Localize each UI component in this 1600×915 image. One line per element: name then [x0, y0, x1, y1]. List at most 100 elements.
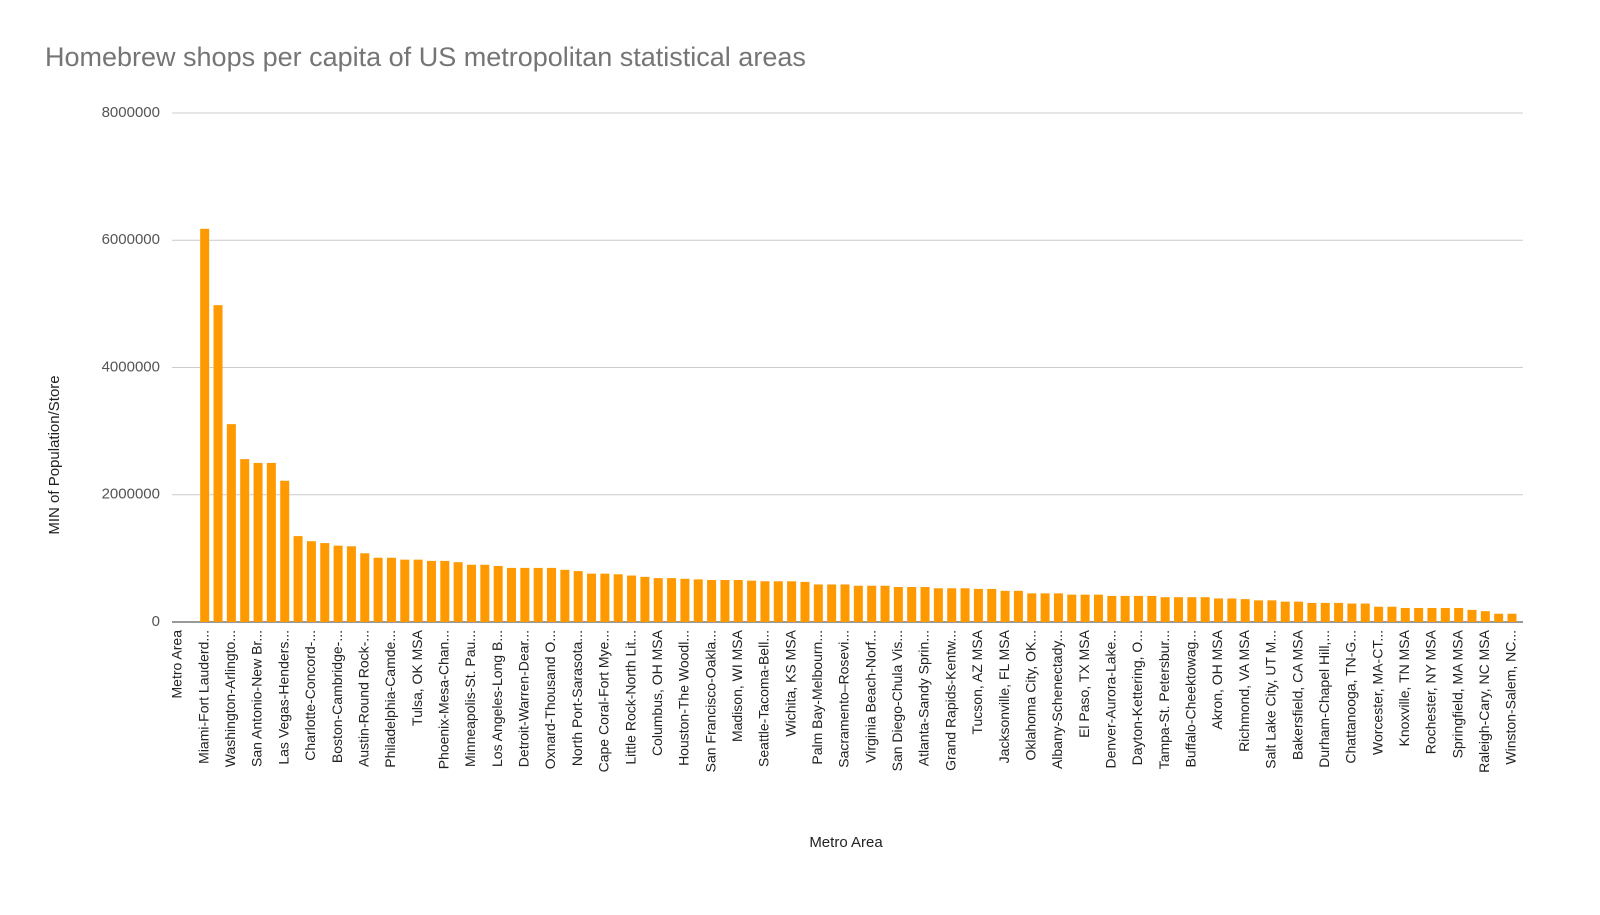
bar: [293, 536, 303, 622]
x-tick-label: Rochester, NY MSA: [1423, 629, 1439, 754]
bar: [1494, 613, 1504, 622]
bar: [1187, 597, 1197, 622]
bar: [1174, 597, 1183, 622]
bar: [1053, 593, 1063, 622]
bar: [1507, 613, 1517, 622]
bar: [947, 588, 957, 622]
x-tick-label: Houston-The Woodl...: [676, 630, 692, 766]
bar: [987, 588, 997, 622]
bar: [426, 560, 436, 622]
bar: [1467, 609, 1477, 622]
bar: [680, 578, 690, 622]
x-tick-label: Springfield, MA MSA: [1449, 629, 1465, 758]
x-axis-title: Metro Area: [809, 834, 883, 851]
y-axis-title: MIN of Population/Store: [46, 375, 63, 534]
x-tick-label: Little Rock-North Lit...: [622, 630, 638, 765]
bar: [333, 545, 343, 622]
x-tick-label: Wichita, KS MSA: [782, 629, 798, 736]
bar: [893, 587, 903, 622]
x-tick-label: Richmond, VA MSA: [1236, 629, 1252, 752]
bar: [973, 588, 983, 622]
x-tick-label: Winston-Salem, NC...: [1503, 630, 1519, 765]
x-tick-label: Austin-Round Rock-...: [355, 630, 371, 767]
bar: [907, 587, 917, 622]
x-tick-label: Tucson, AZ MSA: [969, 629, 985, 734]
x-tick-label: Jacksonville, FL MSA: [996, 629, 1012, 763]
bar: [747, 580, 757, 622]
bar: [733, 580, 743, 622]
bar: [867, 585, 877, 622]
bar: [1147, 595, 1157, 622]
x-tick-label: Columbus, OH MSA: [649, 629, 665, 756]
bar: [280, 480, 290, 622]
bar: [1067, 594, 1077, 622]
bar: [1414, 608, 1424, 622]
bar: [1427, 608, 1437, 622]
bar: [840, 584, 850, 622]
bar: [1027, 593, 1037, 622]
bar: [200, 228, 210, 623]
bar: [813, 584, 823, 622]
bar: [1227, 598, 1237, 622]
bar: [1040, 593, 1050, 622]
bar: [787, 581, 797, 622]
bar: [880, 585, 890, 622]
bar: [507, 567, 516, 622]
bar: [547, 567, 557, 622]
bar: [1347, 603, 1357, 622]
bar: [1280, 601, 1290, 622]
bar: [920, 587, 930, 622]
x-tick-label: Phoenix-Mesa-Chan...: [436, 630, 452, 769]
chart-title: Homebrew shops per capita of US metropol…: [45, 42, 806, 72]
bar: [320, 543, 330, 622]
bar: [933, 588, 943, 622]
bar: [213, 305, 223, 622]
bar: [960, 588, 970, 622]
x-tick-label: Boston-Cambridge-...: [329, 630, 345, 763]
bar: [440, 560, 450, 622]
bar: [773, 581, 783, 622]
x-tick-label: Dayton-Kettering, O...: [1129, 630, 1145, 765]
x-tick-label: Sacramento–Rosevi...: [836, 630, 852, 768]
bar: [1080, 594, 1090, 622]
bar: [707, 580, 717, 622]
x-tick-label: Grand Rapids-Kentw...: [942, 630, 958, 771]
bar: [853, 585, 863, 622]
x-tick-label: Virginia Beach-Norf...: [862, 630, 878, 763]
x-tick-label: Cape Coral-Fort Mye...: [596, 630, 612, 772]
x-tick-label: Albany-Schenectady...: [1049, 630, 1065, 769]
bar: [1400, 608, 1410, 622]
y-tick-label: 8000000: [102, 104, 160, 121]
bar: [653, 578, 663, 622]
bar: [1120, 595, 1130, 622]
x-tick-label: Tulsa, OK MSA: [409, 629, 425, 726]
bar: [560, 569, 570, 622]
bar: [1454, 608, 1464, 622]
bar: [1294, 601, 1304, 622]
bar: [1013, 590, 1023, 622]
x-tick-label: San Diego-Chula Vis...: [889, 630, 905, 771]
x-tick-label: North Port-Sarasota...: [569, 630, 585, 766]
bar: [1133, 595, 1143, 622]
x-tick-label: San Francisco-Oakla...: [702, 630, 718, 772]
bar: [453, 562, 463, 622]
y-tick-label: 4000000: [102, 358, 160, 375]
bar: [253, 462, 263, 622]
x-tick-label: Knoxville, TN MSA: [1396, 629, 1412, 746]
x-tick-label: Miami-Fort Lauderd...: [195, 630, 211, 764]
bar: [1334, 602, 1344, 622]
bar: [480, 564, 490, 622]
bar: [627, 575, 637, 622]
x-tick-label: Charlotte-Concord-...: [302, 630, 318, 761]
y-tick-label: 6000000: [102, 231, 160, 248]
x-tick-label: Oxnard-Thousand O...: [542, 630, 558, 769]
bar: [346, 546, 356, 622]
x-tick-label: Salt Lake City, UT M...: [1263, 630, 1279, 769]
bar: [533, 567, 543, 622]
bar: [306, 541, 316, 622]
y-tick-label: 2000000: [102, 486, 160, 503]
x-tick-label: El Paso, TX MSA: [1076, 629, 1092, 738]
bar: [800, 581, 810, 622]
x-tick-label: Worcester, MA-CT...: [1369, 630, 1385, 755]
x-tick-label: San Antonio-New Br...: [249, 630, 265, 767]
